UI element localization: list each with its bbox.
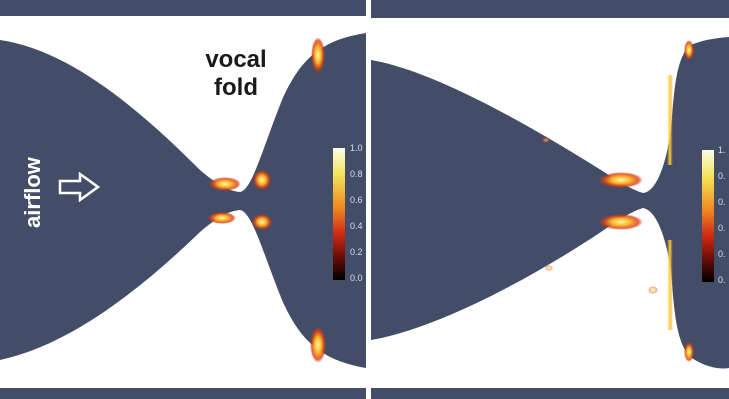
- activity-blobs: [542, 40, 694, 362]
- left-colorbar-tick: 0.8: [350, 169, 363, 179]
- left-flow-field: [0, 0, 366, 399]
- glottis-domain: [371, 37, 729, 369]
- vocal-label-line2: fold: [214, 74, 258, 101]
- right-colorbar-tick: 1.: [718, 145, 726, 155]
- left-colorbar-tick: 0.2: [350, 247, 363, 257]
- right-colorbar-tick: 0.: [718, 171, 726, 181]
- panel-divider: [366, 0, 371, 399]
- glottis-domain: [0, 33, 366, 368]
- left-panel: vocal fold airflow 1.0 0.8 0.6 0.4 0.2 0…: [0, 0, 366, 399]
- vocal-fold-label: vocal fold: [196, 46, 276, 102]
- left-colorbar-tick: 1.0: [350, 143, 363, 153]
- top-wall: [0, 0, 366, 16]
- left-colorbar-tick: 0.6: [350, 195, 363, 205]
- right-panel: 1. 0. 0. 0. 0. 0.: [371, 0, 729, 399]
- left-colorbar-tick: 0.4: [350, 221, 363, 231]
- right-colorbar-tick: 0.: [718, 197, 726, 207]
- right-colorbar-tick: 0.: [718, 223, 726, 233]
- right-colorbar-tick: 0.: [718, 249, 726, 259]
- top-wall: [371, 0, 729, 18]
- airflow-label: airflow: [20, 157, 45, 228]
- right-colorbar-tick: 0.: [718, 275, 726, 285]
- right-arrow-outline-icon: [58, 172, 101, 202]
- right-colorbar: [702, 150, 714, 282]
- left-colorbar-tick: 0.0: [350, 273, 363, 283]
- bottom-wall: [0, 388, 366, 399]
- vocal-label-line1: vocal: [205, 46, 267, 73]
- bottom-wall: [371, 388, 729, 399]
- left-colorbar: [333, 148, 345, 280]
- activity-blobs: [208, 37, 326, 363]
- right-flow-field: [371, 0, 729, 399]
